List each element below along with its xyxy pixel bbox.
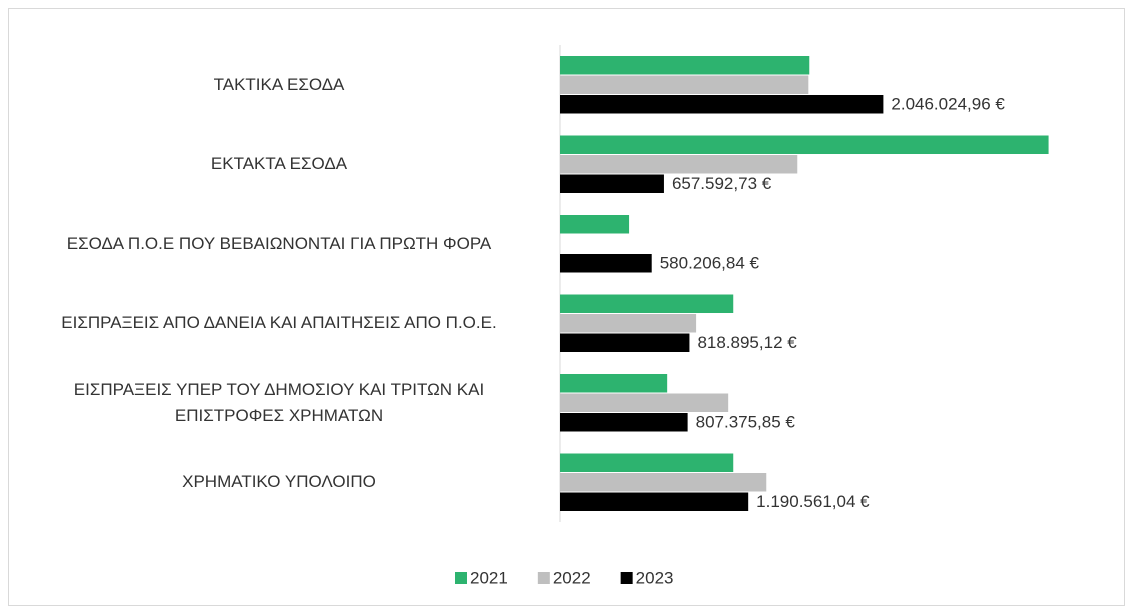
data-label: 580.206,84 € [660, 254, 760, 273]
data-label: 807.375,85 € [696, 413, 796, 432]
bar [560, 492, 749, 511]
bar [560, 56, 810, 75]
data-label: 2.046.024,96 € [891, 95, 1005, 114]
bar [560, 155, 798, 174]
bar [560, 254, 652, 273]
bar [560, 413, 688, 432]
bar [560, 294, 734, 313]
bar [560, 174, 664, 193]
legend-label: 2021 [470, 568, 508, 587]
bar [560, 374, 668, 393]
bar [560, 135, 1049, 154]
bar [560, 453, 734, 472]
category-label: ΕΙΣΠΡΑΞΕΙΣ ΥΠΕΡ ΤΟΥ ΔΗΜΟΣΙΟΥ ΚΑΙ ΤΡΙΤΩΝ … [73, 379, 485, 425]
legend-swatch [537, 572, 550, 584]
data-label: 1.190.561,04 € [756, 492, 870, 511]
bar [560, 75, 809, 94]
category-label: ΕΚΤΑΚΤΑ ΕΣΟΔΑ [210, 154, 348, 174]
legend-swatch [620, 572, 633, 584]
bar [560, 314, 697, 333]
bar [560, 95, 884, 114]
category-label: ΕΣΟΔΑ Π.Ο.Ε ΠΟΥ ΒΕΒΑΙΩΝΟΝΤΑΙ ΓΙΑ ΠΡΩΤΗ Φ… [66, 233, 492, 253]
data-label: 818.895,12 € [697, 333, 797, 352]
category-label: ΤΑΚΤΙΚΑ ΕΣΟΔΑ [213, 74, 345, 94]
category-label: ΕΙΣΠΡΑΞΕΙΣ ΑΠΟ ΔΑΝΕΙΑ ΚΑΙ ΑΠΑΙΤΗΣΕΙΣ ΑΠΟ… [61, 313, 497, 333]
bar [560, 333, 690, 352]
bar [560, 215, 630, 234]
category-label: ΧΡΗΜΑΤΙΚΟ ΥΠΟΛΟΙΠΟ [182, 472, 376, 492]
legend-swatch [455, 572, 467, 584]
legend-label: 2022 [553, 568, 591, 587]
bar [560, 473, 767, 492]
bar [560, 393, 729, 412]
legend-label: 2023 [636, 568, 674, 587]
data-label: 657.592,73 € [672, 174, 772, 193]
